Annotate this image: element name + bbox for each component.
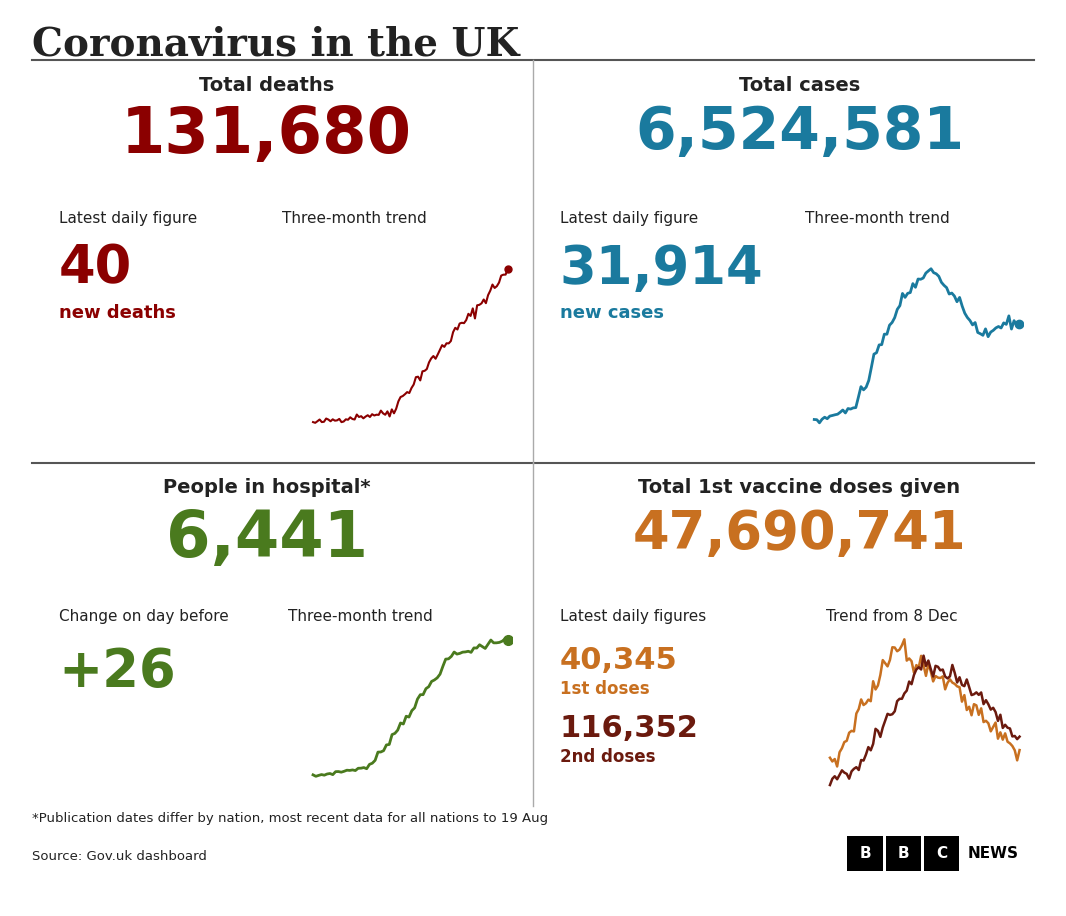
Text: C: C (936, 846, 948, 861)
Text: new deaths: new deaths (59, 304, 176, 322)
Text: People in hospital*: People in hospital* (163, 478, 370, 497)
Text: 1st doses: 1st doses (560, 680, 649, 698)
Text: B: B (859, 846, 871, 861)
Text: Change on day before: Change on day before (59, 609, 228, 624)
Text: Latest daily figure: Latest daily figure (59, 211, 197, 225)
Text: Three-month trend: Three-month trend (288, 609, 433, 624)
Text: 6,441: 6,441 (165, 508, 368, 571)
Text: 116,352: 116,352 (560, 714, 698, 744)
Text: 40,345: 40,345 (560, 646, 677, 675)
Text: Latest daily figure: Latest daily figure (560, 211, 698, 225)
Text: *Publication dates differ by nation, most recent data for all nations to 19 Aug: *Publication dates differ by nation, mos… (32, 812, 548, 825)
Text: Latest daily figures: Latest daily figures (560, 609, 706, 624)
Text: Three-month trend: Three-month trend (805, 211, 950, 225)
Text: Total 1st vaccine doses given: Total 1st vaccine doses given (639, 478, 960, 497)
Text: Total cases: Total cases (739, 76, 860, 95)
Text: Three-month trend: Three-month trend (282, 211, 427, 225)
Text: 47,690,741: 47,690,741 (633, 508, 966, 561)
Text: 6,524,581: 6,524,581 (635, 104, 964, 160)
Text: NEWS: NEWS (968, 846, 1019, 861)
Text: Coronavirus in the UK: Coronavirus in the UK (32, 26, 519, 63)
Text: 40: 40 (59, 243, 132, 295)
Text: +26: +26 (59, 646, 176, 698)
Text: Source: Gov.uk dashboard: Source: Gov.uk dashboard (32, 850, 207, 863)
Text: B: B (898, 846, 909, 861)
Text: Trend from 8 Dec: Trend from 8 Dec (826, 609, 957, 624)
Text: Total deaths: Total deaths (199, 76, 334, 95)
Text: 2nd doses: 2nd doses (560, 748, 656, 767)
Text: 31,914: 31,914 (560, 243, 763, 295)
Text: new cases: new cases (560, 304, 664, 322)
Text: 131,680: 131,680 (122, 104, 411, 166)
